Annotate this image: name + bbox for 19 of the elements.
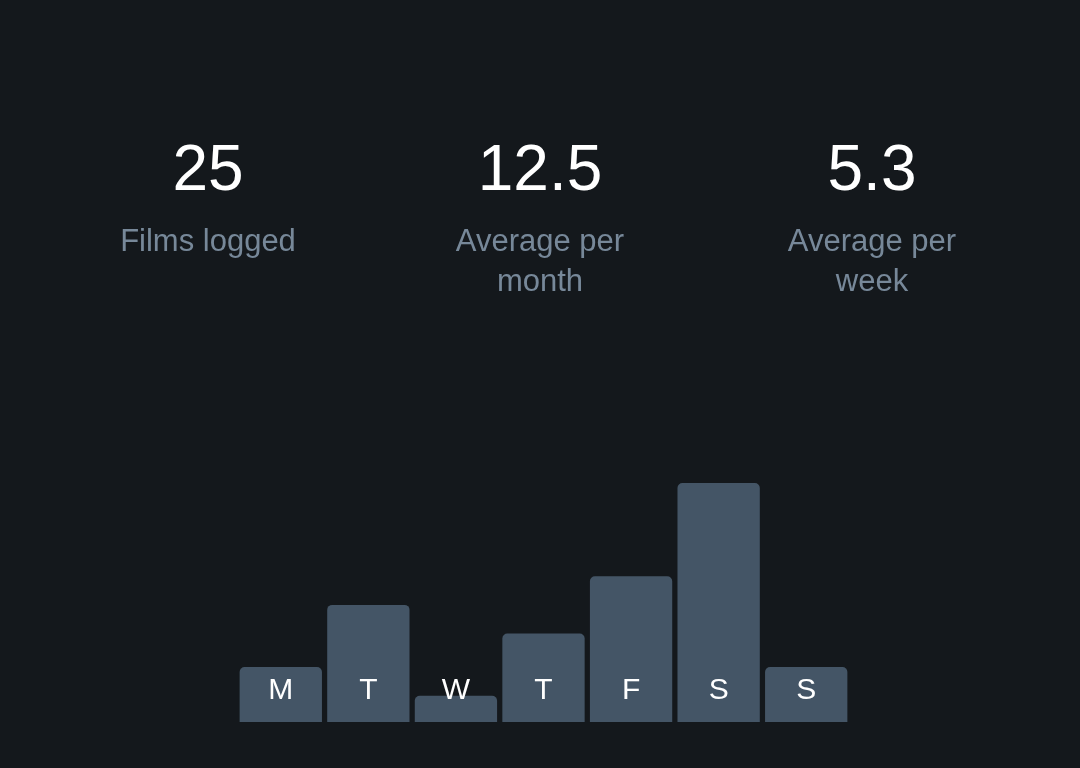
bar	[589, 576, 673, 722]
x-tick-label: F	[621, 672, 641, 706]
x-tick-label: T	[534, 672, 553, 706]
category-label: Average per month	[454, 222, 626, 300]
bar	[765, 667, 848, 722]
bar	[677, 483, 760, 722]
bar	[502, 633, 585, 722]
category-label: Average per week	[786, 222, 958, 300]
x-tick-label: W	[441, 672, 471, 706]
x-tick-label: T	[359, 672, 378, 706]
bar	[327, 604, 410, 722]
data-label: 5.3	[827, 131, 917, 206]
x-tick-label: S	[796, 672, 817, 706]
x-tick-label: M	[268, 672, 294, 706]
category-label: Films logged	[119, 222, 297, 260]
x-tick-label: S	[708, 672, 729, 706]
data-label: 25	[172, 131, 244, 206]
data-label: 12.5	[477, 131, 603, 206]
bar	[239, 667, 322, 722]
